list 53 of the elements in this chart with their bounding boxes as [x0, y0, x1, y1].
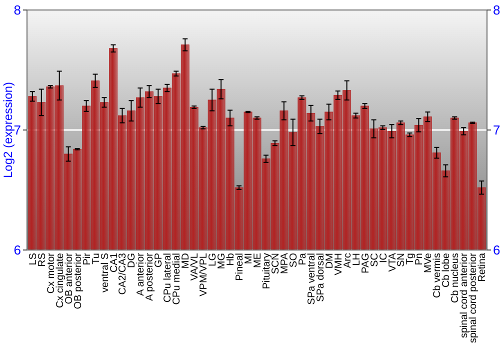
y-tick-label: 7 — [14, 122, 21, 138]
y-axis-title: Log2 (expression) — [1, 82, 15, 178]
x-tick-label: Cx motor — [46, 252, 57, 294]
x-tick-label: LH — [351, 253, 362, 266]
x-tick-label: MPA — [279, 252, 290, 274]
x-tick-label: CA2/CA3 — [118, 252, 129, 295]
x-tick-label: LS — [28, 252, 39, 266]
x-tick-label: CPu medial — [172, 253, 183, 305]
x-tick-label: Arc — [342, 253, 354, 268]
x-tick-label: Cx cingulate — [54, 252, 66, 308]
x-tick-label: MI — [244, 253, 255, 264]
y-tick-label: 8 — [14, 2, 21, 18]
x-tick-label: spinal cord anterior — [459, 252, 470, 338]
x-tick-label: Pituitary — [261, 253, 272, 290]
x-tick-label: SPa ventral — [306, 253, 318, 305]
x-tick-label: Pn — [414, 253, 426, 266]
y2-tick-label: 7 — [493, 122, 500, 138]
x-tick-label: PAG — [360, 252, 372, 274]
y-tick-label: 6 — [14, 242, 21, 258]
x-tick-label: SN — [396, 253, 408, 267]
x-tick-label: CA1 — [108, 252, 120, 272]
y2-tick-label: 6 — [493, 242, 500, 258]
x-tick-label: Retina — [477, 252, 488, 282]
x-tick-label: DM — [324, 253, 336, 269]
x-tick-label: LG — [208, 252, 219, 266]
x-tick-label: Cb lobe — [441, 252, 452, 288]
x-tick-label: Tu — [90, 253, 102, 264]
x-tick-label: ME — [252, 252, 264, 268]
x-tick-label: A anterior — [136, 252, 147, 296]
x-tick-label: GP — [154, 252, 165, 268]
x-tick-label: MVe — [423, 252, 434, 274]
x-tick-label: Pa — [297, 252, 308, 266]
x-tick-label: VTA — [387, 252, 398, 272]
x-tick-label: A posterior — [144, 252, 156, 301]
x-tick-label: RS — [36, 252, 48, 267]
x-tick-label: OB anterior — [64, 252, 75, 304]
x-tick-label: Pineal — [234, 253, 246, 281]
x-tick-label: DG — [126, 252, 138, 268]
x-tick-label: Cb nucleus — [450, 253, 462, 304]
x-tick-label: spinal cord posterior — [468, 252, 480, 344]
x-tick-label: VMH — [333, 253, 344, 276]
x-tick-label: Tg — [405, 253, 416, 265]
x-tick-label: ventral S — [100, 252, 111, 292]
x-tick-label: Pir — [82, 252, 93, 266]
x-tick-label: VPM/VPL — [198, 252, 210, 296]
x-tick-label: SC — [369, 253, 380, 267]
x-tick-label: SPa dorsal — [315, 253, 326, 302]
y2-tick-label: 8 — [493, 2, 500, 18]
x-tick-label: IC — [378, 253, 390, 263]
x-tick-label: SO — [288, 252, 300, 268]
x-tick-label: Hb — [226, 252, 237, 266]
x-tick-label: OB posterior — [72, 252, 84, 310]
x-tick-label: SCN — [270, 253, 282, 274]
